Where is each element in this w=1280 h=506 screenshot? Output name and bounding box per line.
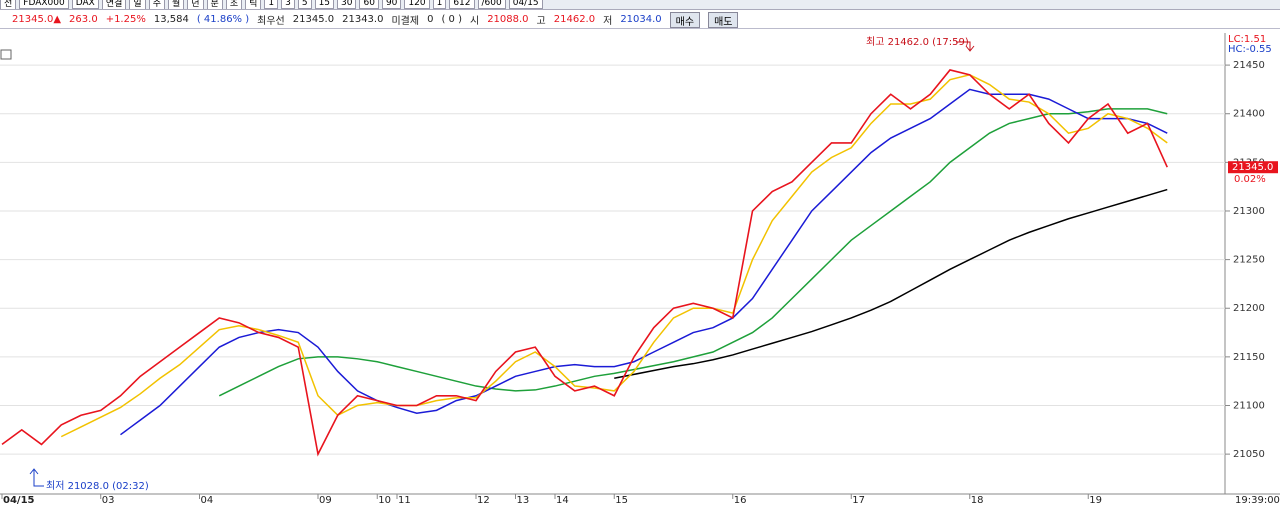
quote-field: 0 [427,14,434,25]
quote-field: 최우선 [257,16,285,27]
low-arrow [29,468,44,487]
x-tick-label: 04 [201,495,214,506]
x-tick-label: 12 [477,495,490,506]
toolbar-item[interactable]: 1 [432,0,447,9]
toolbar-item[interactable]: 60 [359,0,379,9]
y-tick-label: 21050 [1233,449,1265,460]
toolbar-row1: 전 FDAX000 DAX 연결 일 주 월 년 분 초 틱 1 3 5 15 30 60 90 120 1 612/6… [0,0,1280,10]
panel-icon [0,49,12,60]
quote-field: 21345.0 [292,14,335,25]
quote-field: 21462.0 [553,14,596,25]
x-tick-label: 15 [615,495,628,506]
x-tick-label: 09 [319,495,332,506]
toolbar-item[interactable]: 04/15 [508,0,543,9]
series-line [1,69,1168,457]
quote-field: ( 0 ) [441,14,462,25]
x-tick-label: 03 [102,495,115,506]
toolbar-item[interactable]: 틱 [245,0,262,9]
toolbar-item[interactable]: 15 [314,0,335,9]
toolbar-item[interactable]: 월 [167,0,185,9]
toolbar-row2: 21345.0▲ 263.0 +1.25% 13,584 ( 41.86% ) 최우선 21… [0,11,1280,29]
hc-label: HC:-0.55 [1228,44,1272,55]
series-line [614,188,1168,379]
chart-bg [0,30,1280,506]
x-tick-label: 19 [1089,495,1102,506]
series-line [218,108,1168,397]
toolbar-item[interactable]: DAX [71,0,99,9]
change-label: 0.02% [1234,174,1266,185]
toolbar-item[interactable]: 90 [381,0,402,9]
y-tick-label: 21400 [1233,109,1265,120]
x-tick-label: 18 [971,495,984,506]
toolbar-item[interactable]: 120 [404,0,430,9]
series-line [60,74,1168,438]
toolbar-item[interactable]: 분 [206,0,223,9]
toolbar-item[interactable]: FDAX000 [19,0,69,9]
toolbar-item[interactable]: 주 [148,0,165,9]
high-arrow [956,41,975,52]
toolbar-item[interactable]: 3 [281,0,295,9]
toolbar-item[interactable]: /600 [477,0,506,9]
x-tick-label: 10 [378,495,391,506]
quote-field: 21345.0▲ [12,14,62,25]
x-tick-label: 17 [852,495,865,506]
toolbar-item[interactable]: 전 [0,0,17,9]
y-tick-label: 21300 [1233,206,1265,217]
toolbar-item[interactable]: 일 [129,0,146,9]
toolbar-item[interactable]: 30 [337,0,357,9]
x-tick-label: 14 [556,495,569,506]
current-price-box [1228,161,1278,174]
y-tick-label: 21450 [1233,60,1265,71]
toolbar-item[interactable]: 1 [264,0,279,9]
x-tick-label: 16 [734,495,747,506]
quote-field: +1.25% [105,14,146,25]
y-tick-label: 21200 [1233,303,1265,314]
x-tick-label: 04/15 [3,495,35,506]
time-label: 19:39:00 [1235,495,1280,506]
high-label: 최고 21462.0 (17:59) [866,36,969,48]
quote-field: 21034.0 [620,14,662,25]
toolbar-item[interactable]: 연결 [101,0,127,9]
quote-field: 저 [603,16,613,27]
quote-field: 21343.0 [342,14,384,25]
x-tick-label: 13 [517,495,530,506]
current-price-label: 21345.0 [1232,162,1273,173]
toolbar-item[interactable]: 5 [297,0,312,9]
quote-field: 263.0 [69,14,98,25]
chart: 2105021100211502120021250213002135021400… [0,30,1280,506]
quote-field: 21088.0 [487,14,529,25]
quote-field: ( 41.86% ) [196,14,250,25]
y-tick-label: 21250 [1233,255,1265,266]
order-button[interactable]: 매도 [708,11,739,28]
lc-label: LC:1.51 [1228,34,1266,45]
order-button[interactable]: 매수 [669,11,701,28]
low-label: 최저 21028.0 (02:32) [46,480,149,492]
quote-field: 13,584 [153,14,189,25]
quote-field: 시 [469,16,480,27]
x-tick-label: 11 [398,495,411,506]
quote-field: 미결제 [391,16,420,27]
y-tick-label: 21100 [1233,400,1265,411]
quote-field: 고 [536,16,546,27]
toolbar-item[interactable]: 612 [449,0,475,9]
toolbar-item[interactable]: 초 [225,0,243,9]
toolbar-item[interactable]: 년 [187,0,204,9]
y-tick-label: 21150 [1233,352,1265,363]
